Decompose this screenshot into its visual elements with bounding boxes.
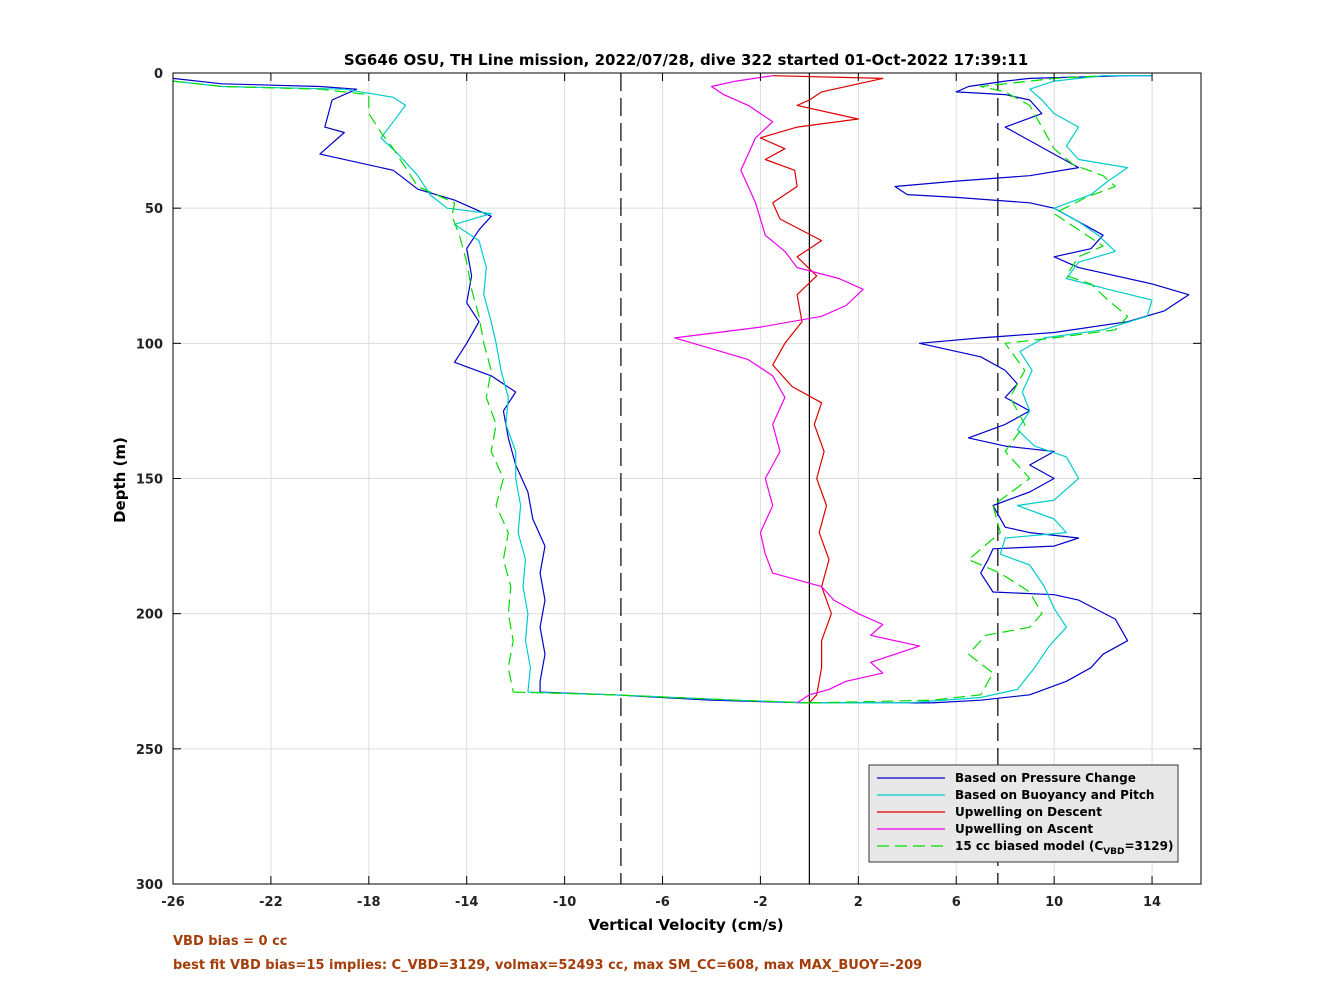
x-tick-label: -22 [259,895,283,910]
x-tick-label: 2 [854,895,863,910]
y-axis-label: Depth (m) [111,437,129,523]
legend-label: Upwelling on Ascent [955,822,1093,836]
x-tick-label: -10 [553,895,577,910]
x-tick-label: -14 [455,895,479,910]
series-line [674,75,921,704]
axes: -26 -22 -18 -14 -10 -6 -2 2 6 10 14050100150200250… [136,67,1202,910]
series-line [172,80,514,693]
legend-label: Based on Pressure Change [955,771,1136,785]
y-tick-label: 0 [154,67,163,82]
legend-label-text: =3129) [1125,839,1174,853]
x-tick-label: -6 [655,895,669,910]
y-tick-label: 100 [136,337,163,352]
x-tick-label: 14 [1143,895,1161,910]
y-tick-label: 50 [145,202,163,217]
y-tick-label: 250 [136,743,163,758]
legend-label: 15 cc biased model (CVBD=3129) [955,839,1173,857]
x-tick-label: -2 [753,895,767,910]
y-tick-label: 150 [136,473,163,488]
x-tick-label: -26 [161,895,185,910]
y-tick-label: 300 [136,878,163,893]
y-tick-label: 200 [136,608,163,623]
series-line [809,75,1129,704]
x-tick-label: -18 [357,895,381,910]
vbd-bias-note: VBD bias = 0 cc [173,934,288,949]
x-axis-label: Vertical Velocity (cm/s) [588,916,783,934]
legend-label: Based on Buoyancy and Pitch [955,788,1154,802]
legend: Based on Pressure Change Based on Buoyanc… [868,764,1179,863]
legend-label-subscript: VBD [1103,847,1124,857]
series-line [759,75,884,704]
grid-lines [172,72,1201,885]
series-line [907,75,1153,704]
x-tick-label: 6 [952,895,961,910]
series-line [527,691,908,704]
x-tick-label: 10 [1045,895,1063,910]
legend-label-text: 15 cc biased model (C [955,839,1103,853]
best-fit-note: best fit VBD bias=15 implies: C_VBD=3129… [173,958,923,973]
legend-label: Upwelling on Descent [955,805,1102,819]
plot-series [172,73,1190,884]
series-line [172,77,546,693]
series-line [172,80,532,693]
series-line [513,691,810,704]
chart-title: SG646 OSU, TH Line mission, 2022/07/28, … [344,51,1028,69]
series-line [894,75,1190,704]
